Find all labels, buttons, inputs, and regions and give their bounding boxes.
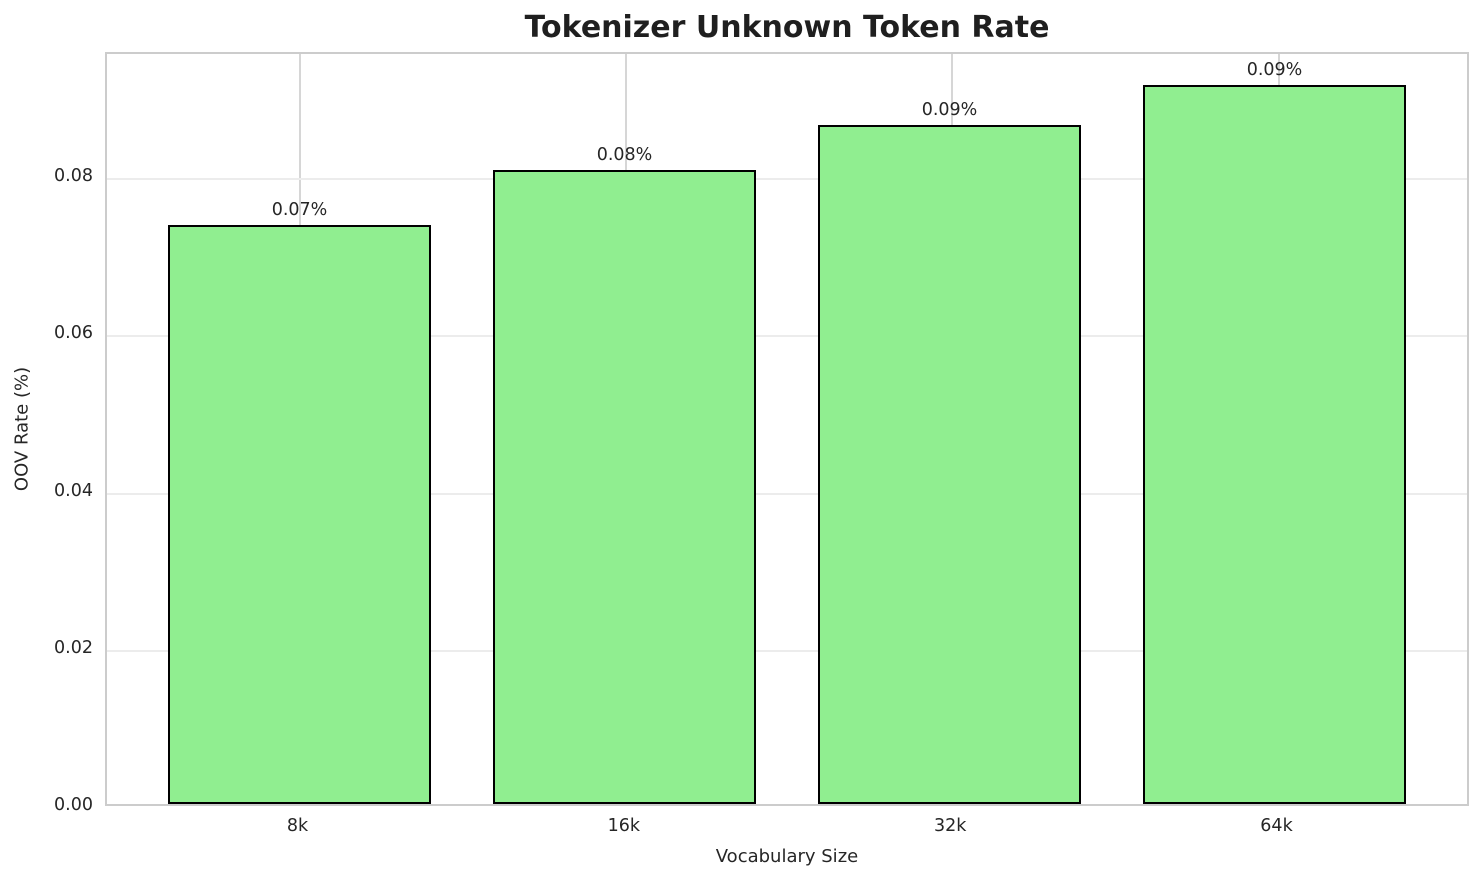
x-axis-label: Vocabulary Size (715, 846, 859, 867)
y-axis-label: OOV Rate (%) (11, 366, 33, 492)
bar-slot-32k: 0.09% (818, 100, 1081, 804)
bar-slot-8k: 0.07% (168, 200, 431, 804)
gridline-horizontal (107, 649, 1467, 652)
chart-title: Tokenizer Unknown Token Rate (524, 10, 1050, 45)
bars-row: 0.07% 0.08% 0.09% 0.09% (107, 54, 1467, 804)
bar-slot-64k: 0.09% (1143, 60, 1406, 804)
y-tick-label: 0.02 (54, 637, 93, 658)
bar-16k (493, 170, 756, 804)
y-tick-label: 0.04 (54, 480, 93, 501)
bar-value-label: 0.09% (1246, 60, 1303, 80)
bar-value-label: 0.08% (596, 145, 653, 165)
plot-area: 0.07% 0.08% 0.09% 0.09% (105, 52, 1469, 806)
bar-32k (818, 125, 1081, 804)
gridline-horizontal (107, 335, 1467, 338)
y-tick-label: 0.06 (54, 323, 93, 344)
x-tick-label: 16k (607, 816, 641, 836)
x-tick-label: 32k (933, 816, 967, 836)
x-tick-label: 64k (1260, 816, 1293, 836)
x-tick-label: 8k (286, 816, 309, 836)
bar-64k (1143, 85, 1406, 804)
bar-value-label: 0.07% (271, 200, 328, 220)
bar-slot-16k: 0.08% (493, 145, 756, 804)
y-tick-label: 0.08 (54, 166, 93, 186)
bar-8k (168, 225, 431, 804)
gridline-horizontal (107, 492, 1467, 495)
y-tick-label: 0.00 (54, 795, 93, 815)
gridline-horizontal (107, 178, 1467, 180)
bar-value-label: 0.09% (921, 100, 978, 120)
